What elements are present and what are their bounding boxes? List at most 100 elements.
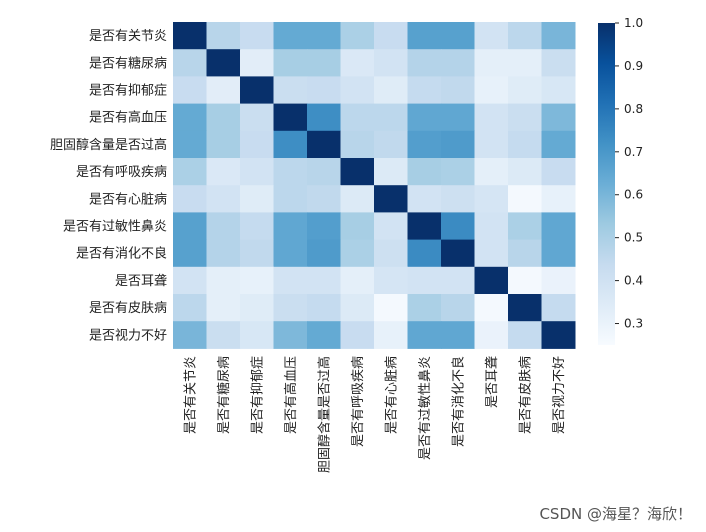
column-label: 是否有高血压 (283, 356, 299, 434)
heatmap-cell (173, 49, 207, 77)
heatmap-cell (541, 185, 576, 213)
heatmap-cell (173, 185, 207, 213)
colorbar (598, 23, 615, 345)
heatmap-cell (340, 22, 375, 50)
heatmap-cell (173, 266, 207, 295)
heatmap-cell (273, 130, 308, 159)
heatmap-cell (508, 130, 542, 159)
column-label: 胆固醇含量是否过高 (316, 356, 332, 473)
row-label: 是否有消化不良 (76, 246, 167, 262)
heatmap-cell (474, 130, 509, 159)
heatmap-cell (441, 294, 475, 322)
heatmap-cell (273, 103, 308, 132)
row-label: 是否有心脏病 (89, 192, 167, 207)
heatmap-cell (206, 103, 241, 132)
heatmap-cell (508, 22, 542, 50)
heatmap-cell (441, 49, 475, 77)
heatmap-cell (474, 158, 509, 186)
heatmap-cell (541, 76, 576, 105)
heatmap-cell (474, 22, 509, 50)
heatmap-cell (340, 76, 375, 105)
heatmap-cell (273, 158, 308, 186)
heatmap-cell (407, 321, 442, 349)
heatmap-cell (374, 321, 408, 349)
heatmap-cell (441, 158, 475, 186)
heatmap-cell (240, 239, 274, 268)
heatmap-cell (273, 321, 308, 349)
column-label: 是否有关节炎 (183, 356, 198, 434)
heatmap-cell (240, 76, 274, 105)
heatmap-cell (374, 294, 408, 322)
heatmap-cell (206, 239, 241, 268)
heatmap-cell (374, 212, 408, 241)
heatmap-cell (441, 185, 475, 213)
heatmap-cell (541, 212, 576, 241)
heatmap-cell (307, 22, 341, 50)
heatmap-cell (508, 103, 542, 132)
heatmap-cell (441, 22, 475, 50)
heatmap-cell (340, 103, 375, 132)
column-label: 是否有抑郁症 (250, 356, 265, 434)
column-label: 是否有过敏性鼻炎 (417, 356, 433, 460)
heatmap-cell (407, 49, 442, 77)
heatmap-cell (206, 294, 241, 322)
heatmap-cell (441, 103, 475, 132)
heatmap-cell (173, 130, 207, 159)
row-label: 是否有呼吸疾病 (76, 165, 167, 180)
heatmap-cell (173, 22, 207, 50)
heatmap-cell (206, 185, 241, 213)
heatmap-cell (541, 294, 576, 322)
column-label: 是否有糖尿病 (216, 356, 232, 434)
heatmap-cell (206, 212, 241, 241)
heatmap-cell (240, 130, 274, 159)
heatmap-cell (340, 185, 375, 213)
heatmap-cell (541, 130, 576, 159)
heatmap-cell (407, 239, 442, 268)
row-label: 是否有高血压 (89, 110, 167, 126)
heatmap-cell (240, 212, 274, 241)
heatmap-cell (340, 321, 375, 349)
heatmap-cell (173, 103, 207, 132)
column-label: 是否耳聋 (484, 356, 500, 408)
heatmap-cell (407, 294, 442, 322)
row-label: 是否有抑郁症 (89, 84, 167, 99)
heatmap-cell (407, 212, 442, 241)
heatmap-cell (307, 103, 341, 132)
heatmap-cell (307, 294, 341, 322)
heatmap-cell (407, 130, 442, 159)
heatmap-cell (407, 266, 442, 295)
heatmap-cell (240, 294, 274, 322)
heatmap-cell (173, 212, 207, 241)
heatmap-cell (374, 103, 408, 132)
heatmap-cell (340, 212, 375, 241)
row-label: 胆固醇含量是否过高 (50, 137, 167, 153)
heatmap-cell (240, 49, 274, 77)
heatmap-cell (307, 321, 341, 349)
heatmap-cell (407, 103, 442, 132)
heatmap-cell (307, 158, 341, 186)
watermark: CSDN @海星？海欣！ (539, 505, 692, 523)
colorbar-tick-label: 0.7 (624, 145, 643, 159)
heatmap-cell (273, 185, 308, 213)
column-label: 是否视力不好 (552, 356, 567, 434)
heatmap-cell (206, 158, 241, 186)
heatmap-cell (508, 49, 542, 77)
heatmap-cell (340, 294, 375, 322)
colorbar-tick-label: 1.0 (624, 16, 643, 30)
heatmap-cell (374, 158, 408, 186)
heatmap-cell (441, 266, 475, 295)
heatmap-cell (173, 239, 207, 268)
column-label: 是否有皮肤病 (518, 356, 533, 434)
heatmap-cell (340, 158, 375, 186)
heatmap-cell (340, 266, 375, 295)
heatmap-cell (307, 212, 341, 241)
heatmap-cell (474, 294, 509, 322)
heatmap-cell (374, 49, 408, 77)
column-label: 是否有消化不良 (450, 356, 466, 447)
heatmap-cell (307, 130, 341, 159)
heatmap-cell (541, 49, 576, 77)
row-label: 是否视力不好 (89, 328, 167, 343)
heatmap-cell (541, 22, 576, 50)
heatmap-cell (307, 49, 341, 77)
